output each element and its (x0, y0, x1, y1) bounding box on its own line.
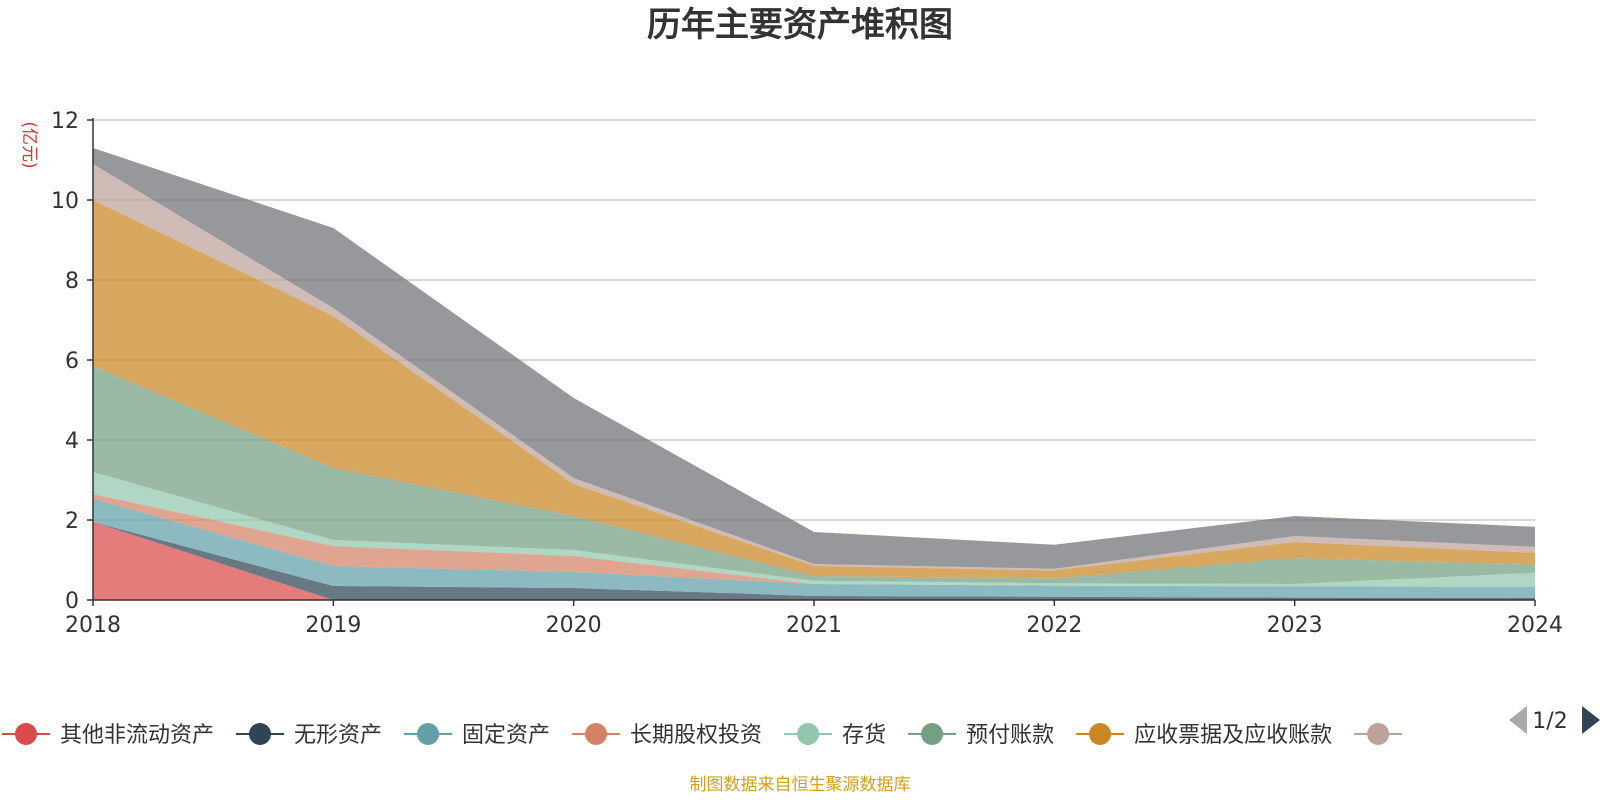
legend-marker-icon (417, 723, 440, 745)
legend-item-7[interactable] (1354, 723, 1403, 745)
legend-marker-icon (797, 723, 820, 745)
y-tick-label: 12 (51, 109, 79, 134)
x-tick-label: 2024 (1507, 613, 1563, 638)
y-tick-label: 10 (51, 189, 79, 214)
legend-label: 长期股权投资 (630, 723, 762, 748)
chart-title: 历年主要资产堆积图 (647, 5, 953, 45)
y-tick-label: 2 (65, 509, 79, 534)
y-tick-label: 8 (65, 269, 79, 294)
x-tick-label: 2023 (1267, 613, 1323, 638)
legend-label: 固定资产 (462, 723, 550, 748)
legend-label: 其他非流动资产 (60, 723, 214, 748)
data-source-note: 制图数据来自恒生聚源数据库 (690, 775, 911, 795)
area-series-6 (93, 200, 1535, 579)
legend-page-indicator: 1/2 (1532, 709, 1567, 734)
legend[interactable]: 其他非流动资产 无形资产 固定资产 长期股权投资 存货 预付账款 应收票据及应收账款 (2, 723, 1403, 748)
legend-marker-icon (1089, 723, 1112, 745)
area-series-8 (93, 148, 1535, 569)
legend-next-page-icon[interactable] (1582, 706, 1600, 734)
y-tick-label: 0 (65, 589, 79, 614)
legend-item-4[interactable]: 存货 (784, 723, 886, 748)
area-series-0 (93, 522, 1535, 600)
legend-item-0[interactable]: 其他非流动资产 (2, 723, 214, 748)
y-axis-unit-label: (亿元) (19, 121, 39, 168)
legend-marker-icon (249, 723, 272, 745)
area-series-group (93, 148, 1535, 600)
legend-item-1[interactable]: 无形资产 (236, 723, 382, 748)
x-tick-label: 2022 (1026, 613, 1082, 638)
legend-label: 无形资产 (294, 723, 382, 748)
area-series-3 (93, 494, 1535, 587)
area-series-2 (93, 498, 1535, 598)
legend-pager: 1/2 (1509, 706, 1600, 734)
legend-marker-icon (585, 723, 608, 745)
legend-marker-icon (1367, 723, 1390, 745)
x-tick-labels: 2018 2019 2020 2021 2022 2023 2024 (65, 600, 1563, 638)
legend-prev-page-icon[interactable] (1509, 706, 1527, 734)
legend-item-3[interactable]: 长期股权投资 (572, 723, 762, 748)
x-tick-label: 2021 (786, 613, 842, 638)
legend-item-6[interactable]: 应收票据及应收账款 (1076, 723, 1332, 748)
legend-item-5[interactable]: 预付账款 (908, 723, 1054, 748)
legend-marker-icon (15, 723, 37, 745)
legend-label: 存货 (842, 723, 886, 748)
legend-label: 预付账款 (966, 723, 1054, 748)
x-tick-label: 2018 (65, 613, 121, 638)
legend-marker-icon (921, 723, 944, 745)
y-tick-label: 4 (65, 429, 79, 454)
x-tick-label: 2020 (546, 613, 602, 638)
legend-label: 应收票据及应收账款 (1134, 723, 1332, 748)
x-tick-label: 2019 (305, 613, 361, 638)
y-tick-labels: 0 2 4 6 8 10 12 (51, 109, 93, 614)
legend-item-2[interactable]: 固定资产 (404, 723, 550, 748)
y-tick-label: 6 (65, 349, 79, 374)
area-series-5 (93, 366, 1535, 584)
